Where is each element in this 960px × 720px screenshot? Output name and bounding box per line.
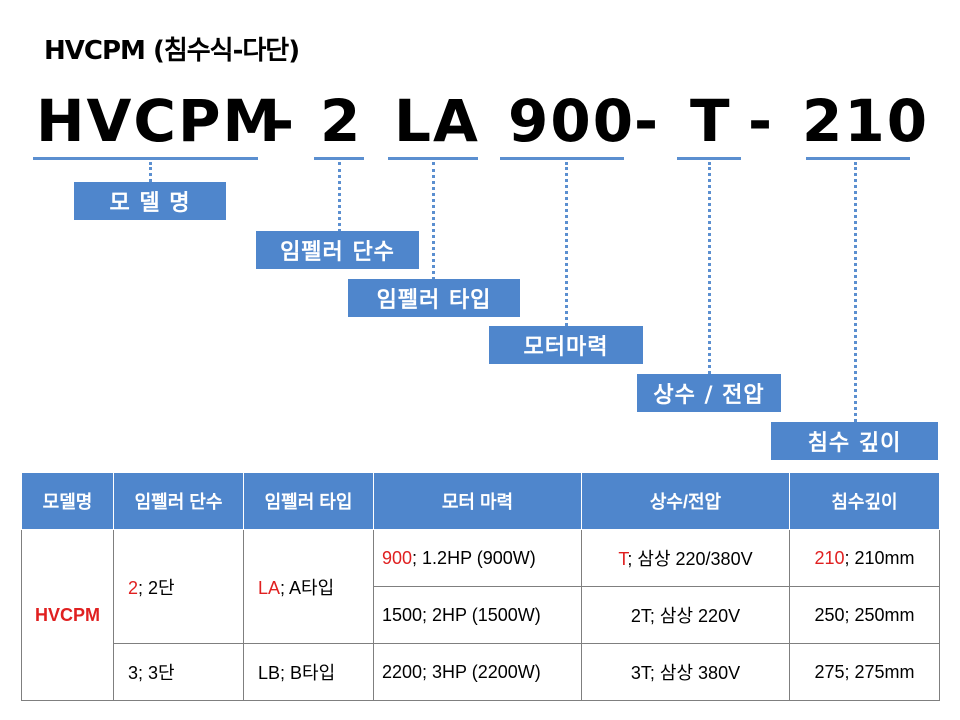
header-impeller: 임펠러 타입 bbox=[243, 472, 374, 530]
cell-model: HVCPM bbox=[21, 529, 114, 701]
impeller-code: LB bbox=[258, 663, 281, 683]
cell-depth-1: 210; 210mm bbox=[789, 529, 940, 587]
table-row: 1500; 2HP (1500W) 2T; 삼상 220V 250; 250mm bbox=[22, 586, 940, 644]
code-phase: T bbox=[690, 87, 732, 155]
underline-model bbox=[33, 157, 258, 160]
code-dash-1: - bbox=[270, 87, 297, 155]
depth-code: 250 bbox=[814, 604, 845, 625]
cell-stages-2: 3; 3단 bbox=[113, 643, 244, 701]
motor-desc: ; 3HP (2200W) bbox=[422, 661, 541, 682]
cell-phase-3: 3T; 삼상 380V bbox=[581, 643, 790, 701]
underline-stages bbox=[314, 157, 364, 160]
stage-desc: ; 3단 bbox=[138, 663, 175, 683]
header-model: 모델명 bbox=[21, 472, 114, 530]
label-phase: 상수 / 전압 bbox=[637, 374, 781, 412]
phase-code: 3T bbox=[630, 663, 650, 683]
connector-impeller bbox=[432, 162, 435, 280]
cell-motor-2: 1500; 2HP (1500W) bbox=[373, 586, 582, 644]
connector-phase bbox=[708, 162, 711, 374]
phase-code: 2T bbox=[630, 606, 650, 626]
label-stages: 임펠러 단수 bbox=[256, 231, 419, 269]
code-stages: 2 bbox=[320, 87, 363, 155]
connector-motor bbox=[565, 162, 568, 326]
depth-desc: ; 275mm bbox=[844, 661, 915, 682]
code-dash-2: - bbox=[634, 87, 661, 155]
stage-code: 3 bbox=[128, 663, 139, 683]
model-name: HVCPM bbox=[34, 604, 100, 625]
motor-code: 2200 bbox=[382, 661, 423, 682]
underline-impeller bbox=[388, 157, 478, 160]
connector-depth bbox=[854, 162, 857, 422]
cell-impeller-2: LB; B타입 bbox=[243, 643, 374, 701]
label-motor: 모터마력 bbox=[489, 326, 643, 364]
motor-desc: ; 1.2HP (900W) bbox=[412, 547, 536, 568]
code-model: HVCPM bbox=[36, 87, 283, 155]
stage-desc: ; 2단 bbox=[138, 577, 175, 598]
underline-phase bbox=[677, 157, 741, 160]
cell-motor-1: 900; 1.2HP (900W) bbox=[373, 529, 582, 587]
cell-depth-2: 250; 250mm bbox=[789, 586, 940, 644]
code-motor: 900 bbox=[508, 87, 636, 155]
connector-model bbox=[149, 162, 152, 182]
phase-desc: ; 삼상 220/380V bbox=[627, 549, 753, 569]
connector-stages bbox=[338, 162, 341, 232]
depth-code: 210 bbox=[814, 547, 845, 568]
phase-desc: ; 삼상 380V bbox=[649, 663, 741, 683]
phase-desc: ; 삼상 220V bbox=[649, 606, 741, 626]
impeller-code: LA bbox=[258, 577, 281, 598]
cell-impeller-1: LA; A타입 bbox=[243, 529, 374, 644]
phase-code: T bbox=[618, 549, 628, 569]
label-depth: 침수 깊이 bbox=[771, 422, 938, 460]
motor-desc: ; 2HP (1500W) bbox=[422, 604, 541, 625]
cell-phase-1: T; 삼상 220/380V bbox=[581, 529, 790, 587]
depth-desc: ; 210mm bbox=[844, 547, 915, 568]
header-stages: 임펠러 단수 bbox=[113, 472, 244, 530]
motor-code: 1500 bbox=[382, 604, 423, 625]
header-phase: 상수/전압 bbox=[581, 472, 790, 530]
impeller-desc: ; A타입 bbox=[280, 577, 335, 598]
table-row: 3; 3단 LB; B타입 2200; 3HP (2200W) 3T; 삼상 3… bbox=[22, 643, 940, 701]
underline-motor bbox=[500, 157, 624, 160]
page-title: HVCPM (침수식-다단) bbox=[44, 36, 300, 66]
cell-stages-1: 2; 2단 bbox=[113, 529, 244, 644]
impeller-desc: ; B타입 bbox=[280, 663, 336, 683]
motor-code: 900 bbox=[382, 547, 413, 568]
underline-depth bbox=[806, 157, 910, 160]
stage-code: 2 bbox=[128, 577, 139, 598]
table-header-row: 모델명 임펠러 단수 임펠러 타입 모터 마력 상수/전압 침수깊이 bbox=[21, 472, 940, 530]
spec-table: 모델명 임펠러 단수 임펠러 타입 모터 마력 상수/전압 침수깊이 HVCPM… bbox=[21, 472, 940, 701]
label-impeller: 임펠러 타입 bbox=[348, 279, 520, 317]
depth-code: 275 bbox=[814, 661, 845, 682]
depth-desc: ; 250mm bbox=[844, 604, 915, 625]
header-depth: 침수깊이 bbox=[789, 472, 940, 530]
code-impeller: LA bbox=[394, 87, 480, 155]
cell-phase-2: 2T; 삼상 220V bbox=[581, 586, 790, 644]
code-dash-3: - bbox=[748, 87, 775, 155]
header-motor: 모터 마력 bbox=[373, 472, 582, 530]
cell-motor-3: 2200; 3HP (2200W) bbox=[373, 643, 582, 701]
label-model: 모 델 명 bbox=[74, 182, 226, 220]
code-depth: 210 bbox=[802, 87, 930, 155]
cell-depth-3: 275; 275mm bbox=[789, 643, 940, 701]
table-row: HVCPM 2; 2단 LA; A타입 900; 1.2HP (900W) T;… bbox=[21, 529, 940, 701]
